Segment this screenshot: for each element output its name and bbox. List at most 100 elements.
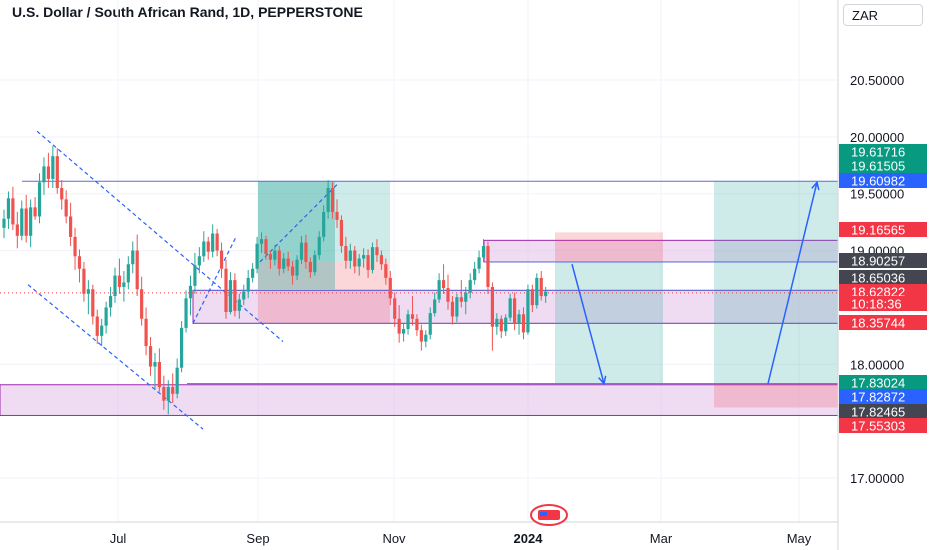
price-label-text: 17.82465 <box>851 405 905 420</box>
projection-arrows[interactable] <box>571 180 820 386</box>
candle-body <box>100 325 104 336</box>
candle-body <box>171 387 175 394</box>
candle-body <box>197 256 201 266</box>
candle-body <box>108 296 113 308</box>
long-position-2-loss[interactable] <box>714 383 838 408</box>
price-label-text: 19.61505 <box>851 159 905 174</box>
candle-body <box>277 250 281 269</box>
price-label-text: 17.55303 <box>851 419 905 434</box>
candle-body <box>397 318 401 334</box>
candle-body <box>286 258 290 267</box>
price-label: 17.83024 <box>839 375 927 391</box>
price-label-text: 17.82872 <box>851 390 905 405</box>
price-label-bg <box>839 144 927 159</box>
candle-body <box>237 299 241 311</box>
tradingview-logo-icon[interactable] <box>530 504 568 526</box>
candle-body <box>55 156 59 189</box>
candle-body <box>410 314 415 319</box>
price-tick-label: 17.00000 <box>850 471 904 486</box>
time-tick-label: Jul <box>110 531 127 546</box>
candle-body <box>544 291 548 297</box>
candle-body <box>393 298 397 319</box>
candle-body <box>144 318 148 347</box>
price-label-text: 18.65036 <box>851 271 905 286</box>
currency-selector[interactable]: ZAR <box>843 4 923 26</box>
projected-rise-arrow[interactable] <box>767 180 820 384</box>
candle-body <box>291 266 295 276</box>
candle-body <box>486 246 490 287</box>
price-label-text: 10:18:36 <box>851 297 902 312</box>
candlesticks <box>2 145 548 415</box>
arrow-shaft <box>767 182 818 384</box>
price-label-text: 18.90257 <box>851 254 905 269</box>
candle-body <box>450 301 455 317</box>
candle-body <box>446 288 450 302</box>
candle-body <box>308 261 312 273</box>
short-position-loss[interactable] <box>555 232 663 262</box>
candle-body <box>384 264 388 278</box>
candle-body <box>175 367 179 394</box>
candle-body <box>51 156 55 179</box>
price-label: 10:18:36 <box>839 296 927 312</box>
pennant-lower-line[interactable] <box>192 236 237 324</box>
price-label-bg <box>839 375 927 390</box>
price-zones <box>0 239 839 416</box>
price-label: 18.35744 <box>839 315 927 331</box>
candle-body <box>366 255 370 270</box>
candle-body <box>455 297 459 317</box>
candle-body <box>419 330 423 342</box>
candle-body <box>264 239 268 254</box>
candle-body <box>415 318 419 331</box>
candle-body <box>188 285 193 299</box>
candle-body <box>388 277 392 299</box>
price-label: 17.82872 <box>839 389 927 405</box>
candle-body <box>428 313 432 335</box>
candle-body <box>357 258 361 267</box>
candle-body <box>335 211 339 220</box>
price-label-text: 19.61716 <box>851 145 905 160</box>
candle-body <box>481 246 486 258</box>
price-label-text: 17.83024 <box>851 376 905 391</box>
candle-body <box>73 236 77 257</box>
candle-body <box>473 268 477 281</box>
candle-body <box>24 208 28 236</box>
candle-body <box>140 289 144 319</box>
price-label: 18.65036 <box>839 270 927 286</box>
lower-channel[interactable] <box>27 284 204 430</box>
time-tick-label: Nov <box>382 531 406 546</box>
short-position-profit[interactable] <box>555 261 663 384</box>
price-label-bg <box>839 315 927 330</box>
candle-body <box>126 264 130 283</box>
chart-title: U.S. Dollar / South African Rand, 1D, PE… <box>12 4 363 20</box>
projected-drop-arrow[interactable] <box>571 264 607 386</box>
candle-body <box>268 253 272 260</box>
candle-body <box>530 289 534 306</box>
price-label-text: 19.60982 <box>851 174 905 189</box>
candle-body <box>69 216 73 237</box>
candle-body <box>504 317 508 332</box>
upper-channel[interactable] <box>36 130 284 342</box>
price-label-bg <box>839 296 927 311</box>
horizontal-levels[interactable] <box>0 180 838 385</box>
candle-body <box>495 318 499 327</box>
arrow-shaft <box>571 264 605 384</box>
candle-body <box>322 211 326 237</box>
candle-body <box>424 334 428 342</box>
trendlines[interactable] <box>27 130 338 430</box>
candle-body <box>233 280 237 311</box>
candle-body <box>348 250 352 261</box>
candle-body <box>317 236 321 256</box>
candle-body <box>29 207 33 236</box>
time-axis[interactable]: Jul Sep Nov 2024 Mar May <box>110 531 812 546</box>
candle-body <box>517 314 521 324</box>
candle-body <box>433 299 437 314</box>
candle-body <box>521 314 526 333</box>
price-label: 19.60982 <box>839 173 927 189</box>
candle-body <box>362 255 366 259</box>
candle-body <box>326 188 330 212</box>
support-zone <box>0 384 839 416</box>
candle-body <box>477 257 481 269</box>
candle-body <box>259 239 264 244</box>
candle-body <box>180 327 184 368</box>
